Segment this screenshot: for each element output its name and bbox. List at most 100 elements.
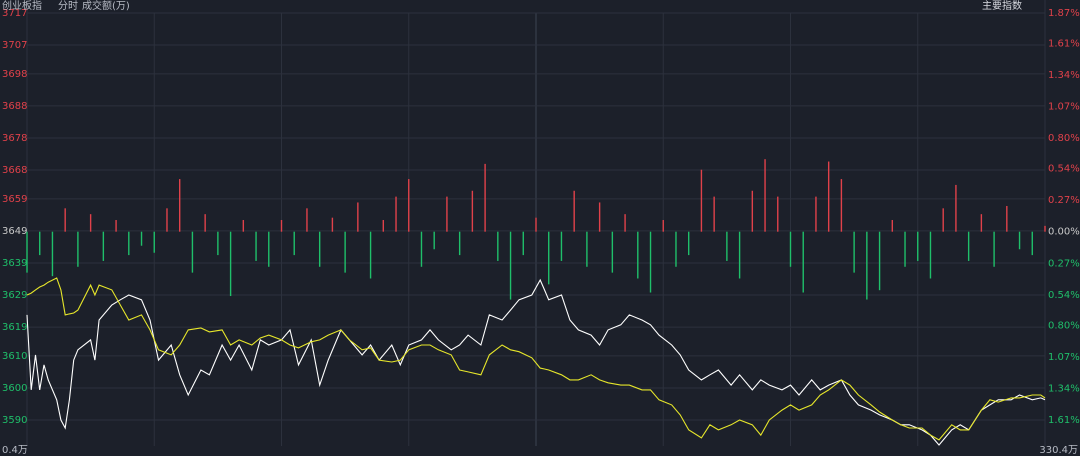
- bar: [700, 169, 703, 232]
- bar: [980, 214, 983, 232]
- bar: [153, 231, 155, 253]
- bar: [128, 231, 130, 256]
- bar: [217, 231, 219, 256]
- volume-label: 0.4万: [2, 445, 28, 456]
- y2-tick-label: 0.00%: [1048, 227, 1080, 238]
- bar: [688, 231, 690, 256]
- lines: [26, 277, 1046, 446]
- bar: [637, 231, 639, 279]
- bar: [166, 208, 168, 232]
- grid: 3717 3707 3698 3688 3678 3668 3659 3649 3639 3629…: [2, 0, 1080, 446]
- bar: [586, 231, 588, 267]
- bar: [853, 231, 855, 273]
- y-tick-label: 3659: [2, 194, 27, 205]
- bar: [191, 231, 194, 273]
- y2-tick-label: 0.27%: [1048, 258, 1080, 269]
- bar: [955, 184, 957, 232]
- bar: [446, 196, 448, 232]
- bar: [1044, 225, 1046, 232]
- bar: [726, 231, 728, 261]
- bar: [802, 231, 804, 293]
- bar: [662, 220, 664, 232]
- bar: [789, 231, 792, 267]
- bar: [497, 231, 499, 261]
- bar: [598, 202, 601, 232]
- y2-tick-label: 1.87%: [1048, 8, 1080, 19]
- bar: [1018, 231, 1021, 250]
- bar: [751, 190, 754, 232]
- bar: [535, 217, 537, 232]
- bar: [77, 231, 79, 267]
- y2-tick-label: 0.54%: [1048, 164, 1080, 175]
- y2-tick-label: 0.80%: [1048, 320, 1080, 331]
- bar: [280, 220, 283, 232]
- bar: [929, 231, 932, 279]
- bar: [675, 231, 677, 267]
- y-tick-label: 3649: [2, 226, 27, 237]
- bar: [611, 231, 614, 273]
- bar: [649, 231, 652, 293]
- bar: [471, 190, 474, 232]
- bar: [840, 179, 843, 232]
- y2-tick-label: 1.34%: [1048, 70, 1080, 81]
- bar: [878, 231, 881, 291]
- bar: [942, 208, 944, 232]
- bar: [548, 231, 550, 285]
- bar: [115, 220, 117, 232]
- bar: [777, 196, 779, 232]
- top-right-label[interactable]: 主要指数: [982, 0, 1022, 12]
- bar: [1031, 231, 1033, 256]
- y-tick-label: 3590: [2, 415, 27, 426]
- chart-title: 创业板指: [2, 0, 42, 12]
- bar: [738, 231, 741, 279]
- bar: [509, 231, 512, 300]
- y2-tick-label: 0.54%: [1048, 290, 1080, 301]
- bar: [369, 231, 372, 279]
- y2-tick-label: 1.61%: [1048, 415, 1080, 426]
- y2-tick-label: 1.07%: [1048, 352, 1080, 363]
- bar: [39, 231, 41, 256]
- bar: [713, 196, 715, 232]
- bar: [344, 231, 346, 273]
- bar: [89, 214, 92, 232]
- y-tick-label: 3688: [2, 101, 27, 112]
- bar: [458, 231, 461, 256]
- bar: [51, 231, 54, 277]
- bar: [242, 220, 245, 232]
- y-tick-label: 3698: [2, 69, 27, 80]
- bar: [306, 208, 308, 232]
- bar: [904, 231, 906, 267]
- bar: [573, 190, 575, 232]
- y-tick-label: 3610: [2, 351, 27, 362]
- subtitle: 分时: [58, 0, 78, 12]
- bar: [891, 220, 893, 232]
- bar: [179, 179, 181, 232]
- bar: [204, 214, 206, 232]
- bar: [26, 231, 28, 273]
- bar: [1006, 205, 1008, 232]
- bar: [917, 231, 919, 261]
- bar: [268, 231, 270, 267]
- price-line: [26, 278, 1046, 446]
- bar: [229, 231, 232, 297]
- y2-tick-label: 1.07%: [1048, 102, 1080, 113]
- y2-tick-label: 1.34%: [1048, 383, 1080, 394]
- bar: [382, 220, 384, 232]
- bar: [102, 231, 105, 261]
- bar: [255, 231, 257, 261]
- volume-label: 330.4万: [1039, 445, 1078, 456]
- bar: [64, 208, 66, 232]
- bar: [420, 231, 423, 267]
- bar: [293, 231, 295, 256]
- indicator: 成交额(万): [82, 0, 130, 12]
- bar: [866, 231, 868, 300]
- bar: [484, 163, 486, 232]
- price-line: [26, 277, 1046, 441]
- y-tick-label: 3639: [2, 258, 27, 269]
- y-tick-label: 3629: [2, 290, 27, 301]
- y2-tick-label: 1.61%: [1048, 38, 1080, 49]
- y-tick-label: 3678: [2, 133, 27, 144]
